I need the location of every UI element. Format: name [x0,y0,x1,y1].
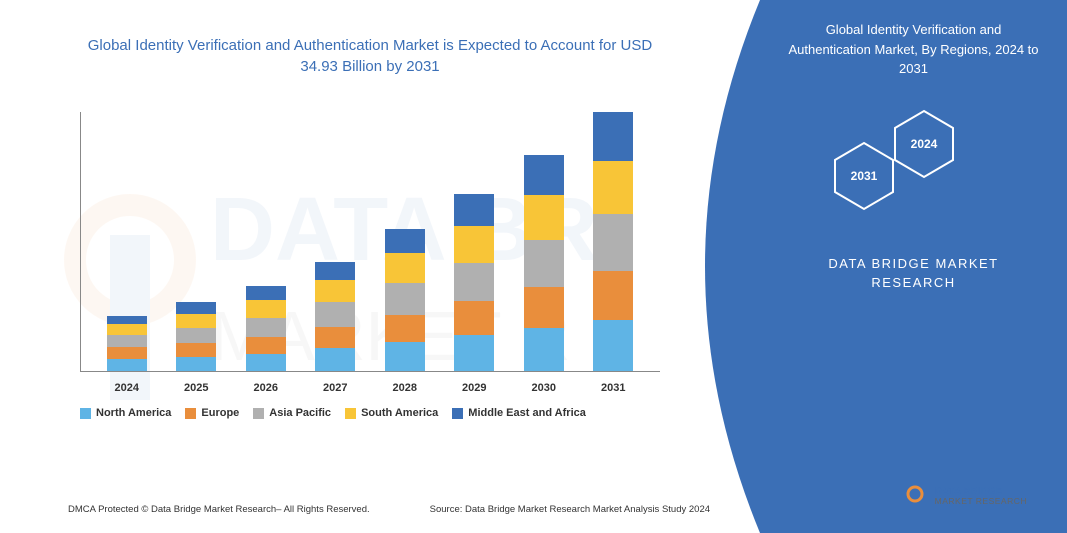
x-axis-label: 2025 [176,382,216,394]
x-axis-label: 2027 [315,382,355,394]
x-axis-label: 2026 [246,382,286,394]
hex-2024: 2024 [893,109,955,179]
legend-item: Asia Pacific [253,407,331,419]
bar-segment [524,195,564,240]
x-axis-label: 2028 [385,382,425,394]
x-axis-label: 2031 [593,382,633,394]
legend-item: Middle East and Africa [452,407,586,419]
bar-segment [176,314,216,328]
hex-label-2024: 2024 [911,137,938,151]
bar-segment [246,286,286,300]
bar-segment [385,229,425,254]
bar-segment [385,283,425,315]
bar-segment [385,253,425,283]
bar-segment [315,262,355,280]
x-axis [80,371,660,372]
bar-group [176,302,216,371]
footer-copyright: DMCA Protected © Data Bridge Market Rese… [68,504,370,515]
bar-segment [176,343,216,356]
main-container: DATA BR MARKET R Global Identity Verific… [0,0,1067,533]
logo-icon [905,484,929,508]
legend-swatch [185,408,196,419]
bar-segment [107,359,147,371]
bar-segment [454,335,494,371]
bar-segment [524,328,564,371]
bar-segment [593,214,633,270]
left-panel: DATA BR MARKET R Global Identity Verific… [0,0,690,533]
x-axis-label: 2030 [524,382,564,394]
bar-group [454,194,494,371]
bar-segment [524,287,564,328]
bar-segment [454,194,494,226]
legend-label: Asia Pacific [269,407,331,419]
hexagon-group: 2031 2024 [785,109,1042,219]
right-content: Global Identity Verification and Authent… [785,20,1042,293]
legend-swatch [452,408,463,419]
x-axis-label: 2029 [454,382,494,394]
legend-label: Europe [201,407,239,419]
hex-label-2031: 2031 [851,169,878,183]
bar-group [246,286,286,371]
legend-item: Europe [185,407,239,419]
chart-title: Global Identity Verification and Authent… [70,35,670,77]
bar-segment [454,301,494,335]
bar-segment [454,226,494,263]
legend-item: North America [80,407,171,419]
bar-group [593,112,633,371]
chart-area: 2024 2025 2026 2027 2028 2029 2030 2031 [80,112,660,392]
right-panel: Global Identity Verification and Authent… [690,0,1067,533]
legend-label: North America [96,407,171,419]
brand-text: DATA BRIDGE MARKET RESEARCH [785,254,1042,293]
bar-segment [315,327,355,348]
company-logo: DATA BRIDGE MARKET RESEARCH [905,484,1027,508]
bar-segment [524,240,564,287]
legend-swatch [253,408,264,419]
bar-segment [593,161,633,214]
bar-segment [246,354,286,371]
bar-segment [107,316,147,324]
legend-swatch [80,408,91,419]
footer-source: Source: Data Bridge Market Research Mark… [430,504,710,515]
bar-segment [107,335,147,347]
bar-segment [593,271,633,320]
bar-segment [454,263,494,302]
logo-line2: MARKET RESEARCH [935,497,1027,506]
legend-label: Middle East and Africa [468,407,586,419]
bar-segment [107,324,147,335]
bar-segment [246,337,286,353]
bar-group [385,229,425,371]
bar-segment [176,302,216,313]
bar-segment [385,342,425,371]
bar-segment [246,300,286,317]
right-panel-title: Global Identity Verification and Authent… [785,20,1042,79]
bar-group [524,155,564,371]
legend-label: South America [361,407,438,419]
legend-swatch [345,408,356,419]
bar-segment [315,348,355,371]
footer: DMCA Protected © Data Bridge Market Rese… [68,504,710,515]
x-axis-label: 2024 [107,382,147,394]
bars-container [80,112,660,371]
bar-segment [593,112,633,161]
bar-segment [593,320,633,371]
hex-2031: 2031 [833,141,895,211]
x-axis-labels: 2024 2025 2026 2027 2028 2029 2030 2031 [80,382,660,394]
logo-text: DATA BRIDGE MARKET RESEARCH [935,486,1027,506]
legend-item: South America [345,407,438,419]
bar-segment [176,357,216,371]
bar-segment [524,155,564,195]
chart-legend: North America Europe Asia Pacific South Ame… [80,407,670,419]
bar-segment [385,315,425,343]
bar-segment [107,347,147,358]
bar-segment [176,328,216,343]
bar-segment [315,280,355,303]
bar-group [315,262,355,372]
bar-segment [315,302,355,327]
bar-group [107,316,147,371]
bar-segment [246,318,286,337]
